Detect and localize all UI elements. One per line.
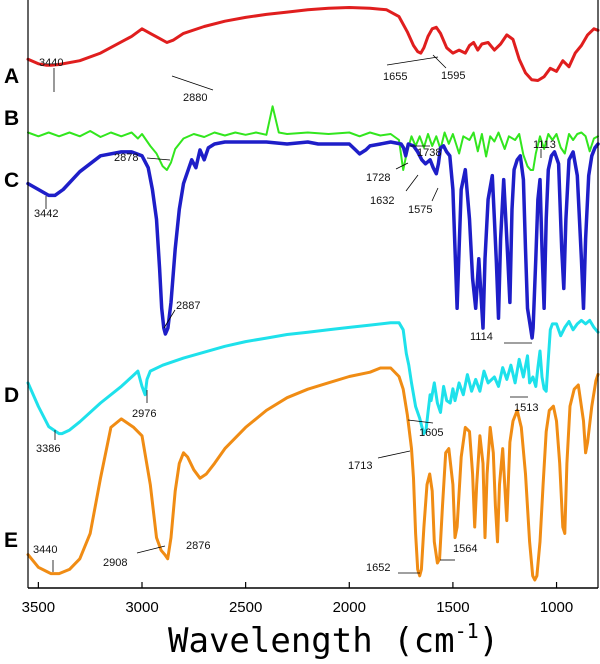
peak-label-b-1113: 1113 [533,139,556,151]
peak-label-d-1605: 1605 [419,427,443,439]
peak-label-c-1728: 1728 [366,172,390,184]
arrow-d-1713 [377,450,411,459]
spectrum-b-line [27,105,599,171]
plot-frame [27,0,599,589]
arrow-e-2908 [136,545,166,554]
spectrum-c-line [26,140,600,340]
panel-label-c: C [4,169,19,192]
peak-label-d-1513: 1513 [514,402,538,414]
x-axis-ticks: 3500 3000 2500 2000 1500 1000 [22,582,573,616]
arrow-a-1655 [386,56,439,66]
panel-label-e: E [4,529,18,552]
peak-label-c-3442: 3442 [34,208,58,220]
spectra-curves [26,6,600,582]
peak-label-e-2908: 2908 [103,557,127,569]
peak-label-a-3440: 3440 [39,57,63,69]
arrow-c-1728 [395,162,409,170]
panel-label-b: B [4,107,19,130]
peak-label-c-1632: 1632 [370,195,394,207]
peak-label-d-1713: 1713 [348,460,372,472]
arrow-d-1605 [407,419,434,424]
x-tick-label-2500: 2500 [229,599,262,616]
peak-label-e-1564: 1564 [453,543,477,555]
spectrum-a-line [26,6,600,82]
peak-label-e-3440: 3440 [33,544,57,556]
peak-label-a-2880: 2880 [183,92,207,104]
peak-label-c-1114: 1114 [470,331,493,343]
spectrum-d-line [26,318,600,436]
arrow-a-1595 [432,54,447,69]
x-axis-title-suffix: ) [479,621,499,661]
peak-label-d-3386: 3386 [36,443,60,455]
panel-label-a: A [4,65,19,88]
peak-label-e-2876: 2876 [186,540,210,552]
arrow-c-2887 [163,309,176,329]
x-tick-label-1000: 1000 [540,599,573,616]
peak-label-d-2976: 2976 [132,408,156,420]
x-tick-label-3500: 3500 [22,599,55,616]
x-axis-title: Wavelength (cm-1) [168,619,499,661]
peak-arrows [45,54,542,574]
x-axis-title-exponent: -1 [455,619,479,643]
spectrum-e-line [26,366,600,582]
peak-label-c-1575: 1575 [408,204,432,216]
x-tick-label-3000: 3000 [125,599,158,616]
arrow-c-1632 [405,174,419,192]
x-axis-title-main: Wavelength (cm [168,621,455,661]
x-tick-label-1500: 1500 [436,599,469,616]
arrow-a-2880 [171,75,214,91]
x-tick-label-2000: 2000 [333,599,366,616]
peak-labels: 3440 2880 1655 1595 2878 1738 1113 3442 … [33,57,556,574]
arrow-c-1575 [431,187,439,202]
peak-label-b-1738: 1738 [417,147,441,159]
peak-label-e-1652: 1652 [366,562,390,574]
arrow-b-2878 [146,157,171,161]
peak-label-a-1655: 1655 [383,71,407,83]
peak-label-a-1595: 1595 [441,70,465,82]
peak-label-b-2878: 2878 [114,152,138,164]
peak-label-c-2887: 2887 [176,300,200,312]
panel-label-d: D [4,384,19,407]
